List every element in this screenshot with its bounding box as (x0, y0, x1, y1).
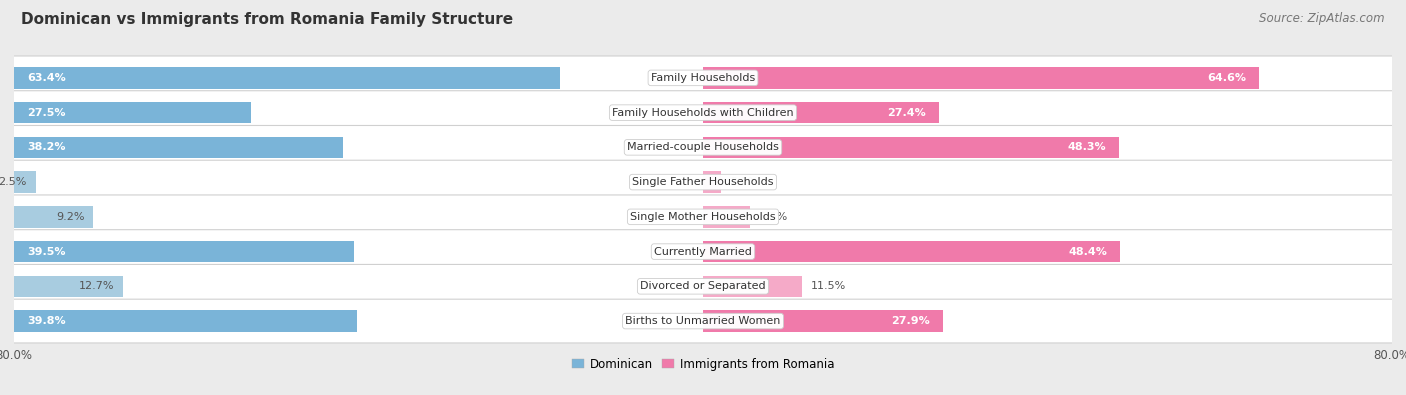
Text: 12.7%: 12.7% (79, 281, 115, 292)
Text: Married-couple Households: Married-couple Households (627, 142, 779, 152)
Text: 27.5%: 27.5% (27, 107, 66, 118)
Text: 5.5%: 5.5% (759, 212, 787, 222)
Bar (14, 310, 357, 332)
Text: 39.8%: 39.8% (27, 316, 66, 326)
Text: Births to Unmarried Women: Births to Unmarried Women (626, 316, 780, 326)
Bar (703, 241, 1119, 262)
Bar (14, 171, 35, 193)
Bar (703, 276, 801, 297)
Text: Family Households with Children: Family Households with Children (612, 107, 794, 118)
FancyBboxPatch shape (4, 91, 1402, 135)
Bar (703, 206, 751, 228)
Bar (14, 67, 560, 88)
FancyBboxPatch shape (4, 299, 1402, 343)
Text: 27.9%: 27.9% (891, 316, 931, 326)
Text: Single Father Households: Single Father Households (633, 177, 773, 187)
Text: 63.4%: 63.4% (27, 73, 66, 83)
Text: 11.5%: 11.5% (811, 281, 846, 292)
Legend: Dominican, Immigrants from Romania: Dominican, Immigrants from Romania (567, 353, 839, 375)
Bar (703, 67, 1260, 88)
Bar (703, 171, 721, 193)
Bar (14, 206, 93, 228)
Text: 39.5%: 39.5% (27, 246, 66, 257)
Text: 9.2%: 9.2% (56, 212, 84, 222)
FancyBboxPatch shape (4, 56, 1402, 100)
Text: 48.3%: 48.3% (1067, 142, 1107, 152)
FancyBboxPatch shape (4, 230, 1402, 273)
Bar (703, 137, 1119, 158)
FancyBboxPatch shape (4, 264, 1402, 308)
Text: 2.5%: 2.5% (0, 177, 27, 187)
Bar (14, 241, 354, 262)
Bar (703, 102, 939, 123)
Bar (14, 102, 250, 123)
FancyBboxPatch shape (4, 126, 1402, 169)
Bar (14, 137, 343, 158)
FancyBboxPatch shape (4, 160, 1402, 204)
Text: 48.4%: 48.4% (1069, 246, 1107, 257)
Text: 27.4%: 27.4% (887, 107, 927, 118)
Bar (14, 276, 124, 297)
Text: Dominican vs Immigrants from Romania Family Structure: Dominican vs Immigrants from Romania Fam… (21, 12, 513, 27)
Text: Single Mother Households: Single Mother Households (630, 212, 776, 222)
Text: Currently Married: Currently Married (654, 246, 752, 257)
Text: 2.1%: 2.1% (730, 177, 758, 187)
Bar (703, 310, 943, 332)
Text: 38.2%: 38.2% (27, 142, 66, 152)
Text: Source: ZipAtlas.com: Source: ZipAtlas.com (1260, 12, 1385, 25)
Text: 64.6%: 64.6% (1208, 73, 1246, 83)
FancyBboxPatch shape (4, 195, 1402, 239)
Text: Divorced or Separated: Divorced or Separated (640, 281, 766, 292)
Text: Family Households: Family Households (651, 73, 755, 83)
